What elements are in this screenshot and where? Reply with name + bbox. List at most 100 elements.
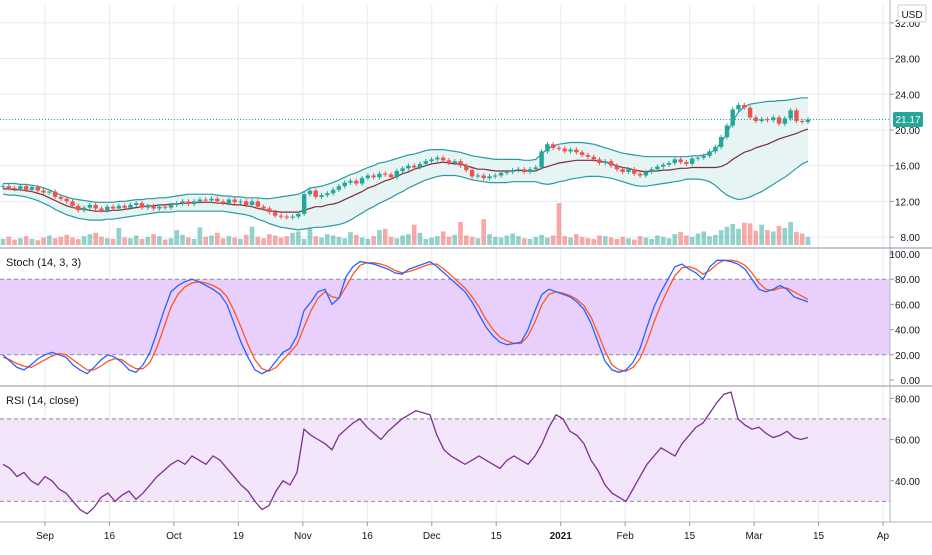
candle-body (429, 159, 434, 162)
volume-bar (243, 234, 249, 245)
candle-body (516, 169, 521, 171)
volume-bar (313, 236, 319, 245)
volume-bar (701, 231, 707, 245)
price-tick-label: 24.00 (895, 90, 920, 101)
volume-bar (516, 236, 521, 245)
volume-bar (330, 235, 336, 245)
price-tick-label: 12.00 (895, 197, 920, 208)
stoch-tick-label: 80.00 (895, 275, 920, 286)
volume-bar (41, 237, 46, 245)
volume-bar (730, 224, 736, 245)
volume-bar (64, 234, 70, 245)
volume-bar (301, 238, 307, 245)
volume-bar (325, 234, 330, 245)
candle-body (371, 175, 376, 178)
candle-body (220, 201, 226, 204)
volume-bar (423, 238, 429, 245)
candle-body (568, 149, 573, 152)
volume-bar (12, 239, 17, 245)
candle-body (6, 186, 11, 188)
volume-bar (788, 221, 793, 245)
candle-body (383, 173, 388, 175)
volume-bar (18, 238, 23, 245)
candle-body (603, 161, 608, 163)
candle-body (336, 186, 342, 190)
volume-bar (487, 234, 492, 245)
volume-bar (145, 236, 151, 245)
volume-bar (602, 236, 608, 245)
candle-body (707, 151, 712, 156)
candle-body (290, 216, 295, 218)
candle-body (394, 171, 400, 178)
volume-bar (133, 235, 139, 245)
candle-body (93, 204, 98, 209)
candle-body (632, 169, 637, 174)
volume-bar (35, 240, 41, 245)
candle-body (684, 162, 689, 164)
candle-body (52, 191, 58, 197)
candle-body (794, 110, 799, 122)
volume-bar (452, 234, 458, 245)
candle-body (70, 201, 75, 206)
volume-bar (510, 233, 515, 245)
candle-body (249, 201, 255, 205)
volume-bar (116, 228, 122, 245)
volume-bar (371, 236, 376, 245)
candle-body (562, 148, 567, 152)
volume-bar (162, 239, 168, 245)
volume-bar (550, 235, 556, 245)
candle-body (475, 175, 481, 177)
candle-body (805, 119, 811, 122)
volume-bar (47, 235, 52, 245)
volume-bar (805, 236, 811, 245)
candle-body (29, 187, 35, 190)
candle-body (493, 175, 498, 177)
volume-bar (110, 238, 116, 245)
volume-bar (678, 232, 683, 245)
time-tick-label: Nov (294, 531, 312, 542)
volume-bar (296, 231, 301, 245)
volume-bar (261, 238, 266, 245)
volume-bar (238, 238, 243, 245)
volume-bar (336, 236, 342, 245)
candle-body (354, 180, 359, 184)
candle-body (406, 165, 411, 169)
rsi-line (2, 391, 809, 515)
candle-body (464, 165, 469, 171)
time-tick-label: Ap (877, 531, 890, 542)
candle-body (620, 169, 625, 172)
last-price-label: 21.17 (895, 115, 920, 126)
candle-body (788, 110, 793, 119)
last-price-tag[interactable] (893, 112, 923, 127)
candle-body (232, 199, 237, 203)
rsi-tick-label: 40.00 (895, 477, 920, 488)
volume-bar (631, 239, 637, 245)
candle-body (747, 107, 753, 118)
candle-body (12, 187, 17, 189)
candle-body (47, 191, 52, 193)
bollinger-fill (3, 97, 808, 230)
volume-bar (394, 238, 400, 245)
candle-body (481, 175, 486, 179)
candle-body (504, 171, 510, 173)
candle-body (574, 149, 579, 153)
candle-body (730, 109, 735, 126)
candle-body (718, 137, 724, 147)
candle-body (365, 175, 371, 179)
volume-bar (93, 232, 98, 245)
pane-separators (0, 0, 932, 523)
volume-bar (209, 235, 214, 245)
volume-bar (388, 236, 394, 245)
time-tick-label: 16 (104, 531, 116, 542)
time-tick-label: Oct (166, 531, 182, 542)
stoch-tick-label: 20.00 (895, 351, 920, 362)
candle-body (359, 178, 365, 184)
candle-body (330, 189, 336, 194)
candle-body (186, 201, 191, 205)
candle-body (469, 170, 475, 177)
volume-bar (186, 237, 191, 245)
volume-bar (643, 237, 649, 245)
volume-bar (713, 234, 718, 245)
